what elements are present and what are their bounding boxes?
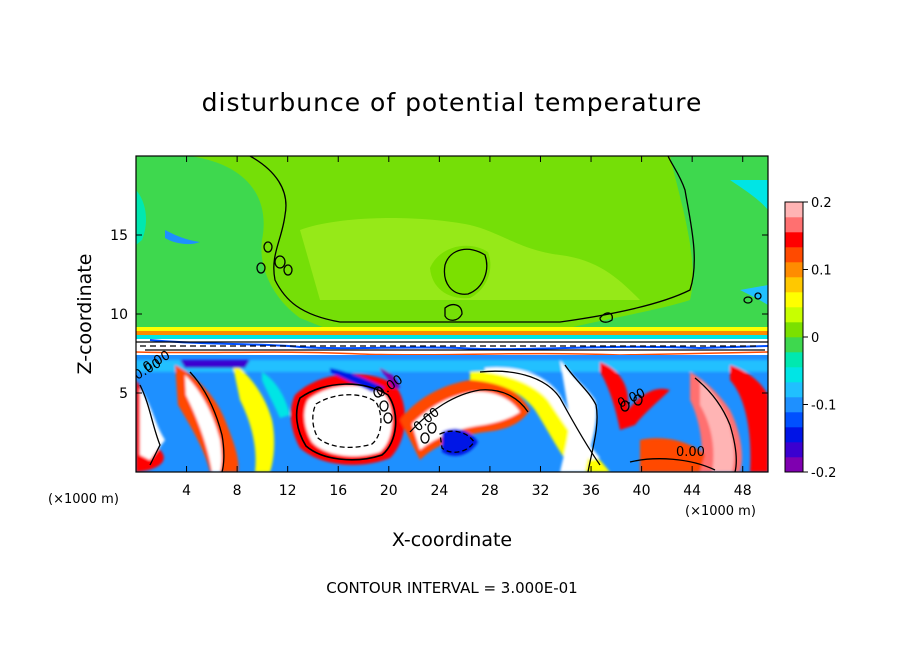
colorbar-swatch xyxy=(785,367,803,383)
colorbar-swatch xyxy=(785,292,803,308)
x-axis-unit-right: (×1000 m) xyxy=(685,504,756,519)
x-tick-label: 12 xyxy=(279,483,297,499)
contour-label: 0.00 xyxy=(676,445,705,460)
colorbar-swatch xyxy=(785,247,803,263)
colorbar-swatch xyxy=(785,277,803,293)
colorbar-swatch xyxy=(785,322,803,338)
colorbar-ticks: 0.2 0.1 0 -0.1 -0.2 xyxy=(803,196,836,481)
heatmap-field: 0.000.000.000.000.000.00 xyxy=(136,156,768,472)
colorbar-swatch xyxy=(785,352,803,368)
colorbar-tick-label: 0.1 xyxy=(811,264,832,279)
x-tick-label: 44 xyxy=(683,483,701,499)
colorbar xyxy=(785,202,803,473)
colorbar-swatch xyxy=(785,412,803,428)
chart-title: disturbunce of potential temperature xyxy=(202,88,703,117)
y-axis-label: Z-coordinate xyxy=(74,254,96,375)
y-tick-label: 15 xyxy=(110,228,128,244)
colorbar-swatch xyxy=(785,442,803,458)
colorbar-swatch xyxy=(785,262,803,278)
x-tick-label: 20 xyxy=(380,483,398,499)
colorbar-swatch xyxy=(785,427,803,443)
contour-lines xyxy=(136,156,768,472)
colorbar-swatch xyxy=(785,337,803,353)
colorbar-swatch xyxy=(785,307,803,323)
y-axis: 5 10 15 xyxy=(110,228,768,402)
x-tick-label: 8 xyxy=(233,483,242,499)
colorbar-tick-label: 0 xyxy=(811,331,819,346)
x-tick-label: 4 xyxy=(182,483,191,499)
y-tick-label: 10 xyxy=(110,307,128,323)
colorbar-tick-label: -0.2 xyxy=(811,466,836,481)
x-tick-label: 48 xyxy=(734,483,752,499)
colorbar-swatch xyxy=(785,457,803,473)
x-tick-label: 16 xyxy=(329,483,347,499)
y-tick-label: 5 xyxy=(119,386,128,402)
x-axis-unit-left: (×1000 m) xyxy=(48,492,119,507)
x-axis: 4 8 12 16 20 24 28 32 36 40 44 48 xyxy=(182,156,752,499)
colorbar-swatch xyxy=(785,232,803,248)
colorbar-swatch xyxy=(785,202,803,218)
x-tick-label: 40 xyxy=(633,483,651,499)
x-tick-label: 32 xyxy=(532,483,550,499)
x-tick-label: 36 xyxy=(582,483,600,499)
colorbar-swatch xyxy=(785,382,803,398)
colorbar-tick-label: -0.1 xyxy=(811,399,836,414)
colorbar-swatch xyxy=(785,217,803,233)
colorbar-swatch xyxy=(785,397,803,413)
x-axis-label: X-coordinate xyxy=(392,529,512,551)
colorbar-tick-label: 0.2 xyxy=(811,196,832,211)
contour-interval-note: CONTOUR INTERVAL = 3.000E-01 xyxy=(326,579,577,597)
x-tick-label: 24 xyxy=(430,483,448,499)
x-tick-label: 28 xyxy=(481,483,499,499)
